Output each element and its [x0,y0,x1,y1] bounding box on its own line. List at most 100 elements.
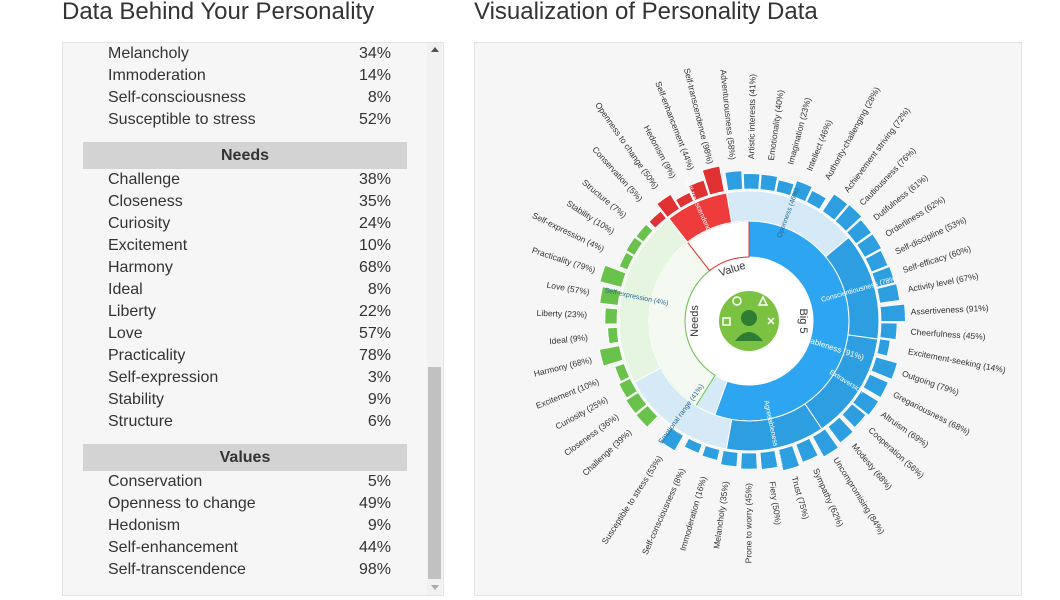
trait-label: Authority-challenging (28%) [823,85,882,181]
need-label: Self-expression [108,369,219,386]
list-item: Stability 9% [83,389,407,411]
trait-label: Outgoing (79%) [901,368,961,397]
trait-bar [635,404,659,428]
value-label: Openness to change [108,495,256,512]
visualization-section-title: Visualization of Personality Data [474,0,818,25]
trait-bar [846,219,873,245]
trait-label: Melancholy (35%) [711,480,730,549]
list-item: Melancholy 34% [83,43,407,65]
value-value: 5% [367,473,391,490]
avatar-head-shape [741,310,757,326]
list-item: Liberty 22% [83,301,407,323]
list-item: Excitement 10% [83,235,407,257]
list-item: Openness to change 49% [83,493,407,515]
personality-sunburst-chart[interactable]: Adventurousness (58%) Artistic interests … [475,43,1021,595]
trait-bar [777,445,800,472]
need-value: 22% [358,303,391,320]
need-label: Harmony [108,259,173,276]
list-item: Harmony 68% [83,257,407,279]
trait-label: Love (57%) [546,280,591,297]
trait-bar [720,450,739,468]
needs-center-label: Needs [689,305,701,337]
trait-label: Activity level (67%) [907,271,980,295]
trait-label: Prone to worry (45%) [743,483,753,563]
list-item: Love 57% [83,323,407,345]
need-label: Stability [108,391,165,408]
value-value: 44% [358,539,391,556]
trait-bar [683,437,703,454]
need-label: Structure [108,413,173,430]
value-value: 9% [367,517,391,534]
need-label: Excitement [108,237,188,254]
need-label: Ideal [108,281,143,298]
personality-visualization-panel: Adventurousness (58%) Artistic interests … [474,42,1022,596]
trait-bar [607,327,620,345]
scrollbar[interactable] [427,43,442,595]
trait-bar [759,450,779,470]
need-value: 38% [358,171,391,188]
trait-bar [598,345,624,367]
trait-bar [740,452,758,470]
trait-bar [701,445,721,461]
need-value: 78% [358,347,391,364]
trait-bar [742,173,761,190]
trait-label: Liberty (23%) [536,308,587,320]
trait-bar [864,249,889,273]
scrollbar-thumb[interactable] [428,367,441,579]
trait-bar [701,165,725,196]
trait-label: Practicality (79%) [531,245,597,275]
scroll-down-arrow-icon[interactable] [431,585,439,590]
trait-label: Sympathy (62%) [811,467,846,529]
trait-label: Self-consciousness [108,89,246,106]
trait-value: 8% [367,89,391,106]
trait-label: Immoderation [108,67,206,84]
list-item: Self-transcendence 98% [83,559,407,581]
cross-symbol-icon [767,317,775,325]
trait-bar [660,426,684,452]
trait-bar [618,377,638,399]
need-value: 68% [358,259,391,276]
need-label: Curiosity [108,215,171,232]
trait-bar [625,391,648,415]
trait-bar [879,322,898,341]
trait-label: Assertiveness (91%) [910,303,989,317]
list-item: Closeness 35% [83,191,407,213]
list-item: Ideal 8% [83,279,407,301]
trait-bar [656,193,680,218]
scroll-up-arrow-icon[interactable] [431,47,439,52]
trait-value: 52% [358,111,391,128]
trait-bar [687,179,710,202]
trait-bar [759,173,779,192]
list-item: Susceptible to stress 52% [83,109,407,131]
trait-label: Susceptible to stress [108,111,256,128]
need-value: 3% [367,369,391,386]
trait-label: Ideal (9%) [549,332,589,346]
need-value: 9% [367,391,391,408]
personality-data-list: Melancholy 34% Immoderation 14% Self-consc… [83,43,407,581]
value-label: Self-enhancement [108,539,238,556]
need-label: Love [108,325,143,342]
trait-label: Emotionality (40%) [766,89,786,161]
trait-bar [870,356,898,380]
trait-label: Excitement-seeking (14%) [907,346,1006,375]
list-item: Hedonism 9% [83,515,407,537]
trait-value: 34% [358,45,391,62]
personality-data-list-panel[interactable]: Melancholy 34% Immoderation 14% Self-consc… [62,42,444,596]
list-item: Structure 6% [83,411,407,433]
list-item: Self-enhancement 44% [83,537,407,559]
trait-label: Immoderation (16%) [678,475,709,552]
values-section-header: Values [83,444,407,471]
trait-label: Trust (75%) [790,475,812,520]
list-item: Conservation 5% [83,471,407,493]
trait-bar [812,428,839,458]
list-item: Challenge 38% [83,169,407,191]
trait-bar [791,180,813,203]
trait-label: Harmony (68%) [533,355,593,379]
need-label: Liberty [108,303,157,320]
trait-bar [871,265,896,288]
needs-section-header: Needs [83,142,407,169]
trait-bar [821,193,849,221]
trait-bar [879,303,906,322]
trait-bar [841,403,867,429]
value-value: 49% [358,495,391,512]
